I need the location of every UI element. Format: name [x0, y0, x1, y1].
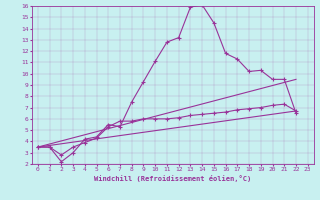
X-axis label: Windchill (Refroidissement éolien,°C): Windchill (Refroidissement éolien,°C): [94, 175, 252, 182]
